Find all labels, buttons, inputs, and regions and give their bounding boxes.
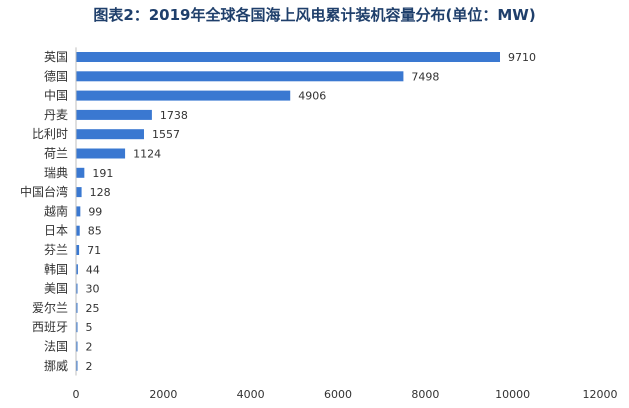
chart-title: 图表2：2019年全球各国海上风电累计装机容量分布(单位：MW) xyxy=(93,6,536,24)
value-label: 5 xyxy=(86,321,93,334)
value-label: 2 xyxy=(86,360,93,373)
value-label: 30 xyxy=(86,283,100,296)
bar-7 xyxy=(76,187,82,198)
category-label: 瑞典 xyxy=(44,166,68,180)
bar-2 xyxy=(76,90,291,101)
category-label: 爱尔兰 xyxy=(32,300,68,315)
value-labels: 9710 7498 4906 1738 1557 1124 191 128 99 85 71 44 30… xyxy=(86,51,537,373)
bar-9 xyxy=(76,225,80,236)
bar-13 xyxy=(76,302,78,313)
category-label: 中国 xyxy=(44,88,68,103)
value-label: 85 xyxy=(88,225,102,238)
bar-16 xyxy=(76,360,78,371)
value-label: 1124 xyxy=(133,148,161,161)
value-label: 128 xyxy=(90,186,111,199)
bar-15 xyxy=(76,341,78,352)
bar-1 xyxy=(76,71,404,82)
value-label: 7498 xyxy=(411,70,439,83)
x-tick-label: 8000 xyxy=(411,388,439,401)
value-label: 4906 xyxy=(298,90,326,103)
category-label: 丹麦 xyxy=(44,108,68,122)
x-tick-label: 4000 xyxy=(237,388,265,401)
category-label: 英国 xyxy=(44,50,68,64)
category-label: 芬兰 xyxy=(44,243,68,257)
category-label: 中国台湾 xyxy=(20,184,68,199)
bars-layer xyxy=(76,52,501,371)
bar-3 xyxy=(76,109,152,120)
bar-14 xyxy=(76,322,78,333)
bar-8 xyxy=(76,206,81,217)
bar-5 xyxy=(76,148,126,159)
bar-4 xyxy=(76,129,144,140)
category-label: 法国 xyxy=(44,340,68,354)
category-label: 比利时 xyxy=(32,127,68,141)
x-axis-ticks: 0 2000 4000 6000 8000 10000 12000 xyxy=(73,388,618,401)
category-label: 日本 xyxy=(44,224,68,238)
category-label: 挪威 xyxy=(44,359,68,373)
category-label: 美国 xyxy=(44,282,68,296)
category-label: 韩国 xyxy=(44,261,68,276)
x-tick-label: 10000 xyxy=(495,388,530,401)
value-label: 99 xyxy=(88,205,102,218)
x-tick-label: 2000 xyxy=(149,388,177,401)
value-label: 25 xyxy=(86,302,100,315)
x-tick-label: 12000 xyxy=(583,388,618,401)
value-label: 1557 xyxy=(152,128,180,141)
category-label: 德国 xyxy=(44,68,68,83)
bar-10 xyxy=(76,245,80,255)
value-label: 44 xyxy=(86,263,100,276)
value-label: 2 xyxy=(86,341,93,354)
value-label: 71 xyxy=(87,244,101,257)
x-tick-label: 0 xyxy=(73,388,80,401)
bar-12 xyxy=(76,283,78,294)
category-label: 越南 xyxy=(44,203,68,218)
x-tick-label: 6000 xyxy=(324,388,352,401)
bar-11 xyxy=(76,264,78,275)
bar-0 xyxy=(76,52,501,62)
value-label: 191 xyxy=(92,167,113,180)
value-label: 1738 xyxy=(160,109,188,122)
value-label: 9710 xyxy=(508,51,536,64)
category-label: 西班牙 xyxy=(32,320,68,334)
bar-6 xyxy=(76,167,85,178)
category-label: 荷兰 xyxy=(44,147,68,161)
